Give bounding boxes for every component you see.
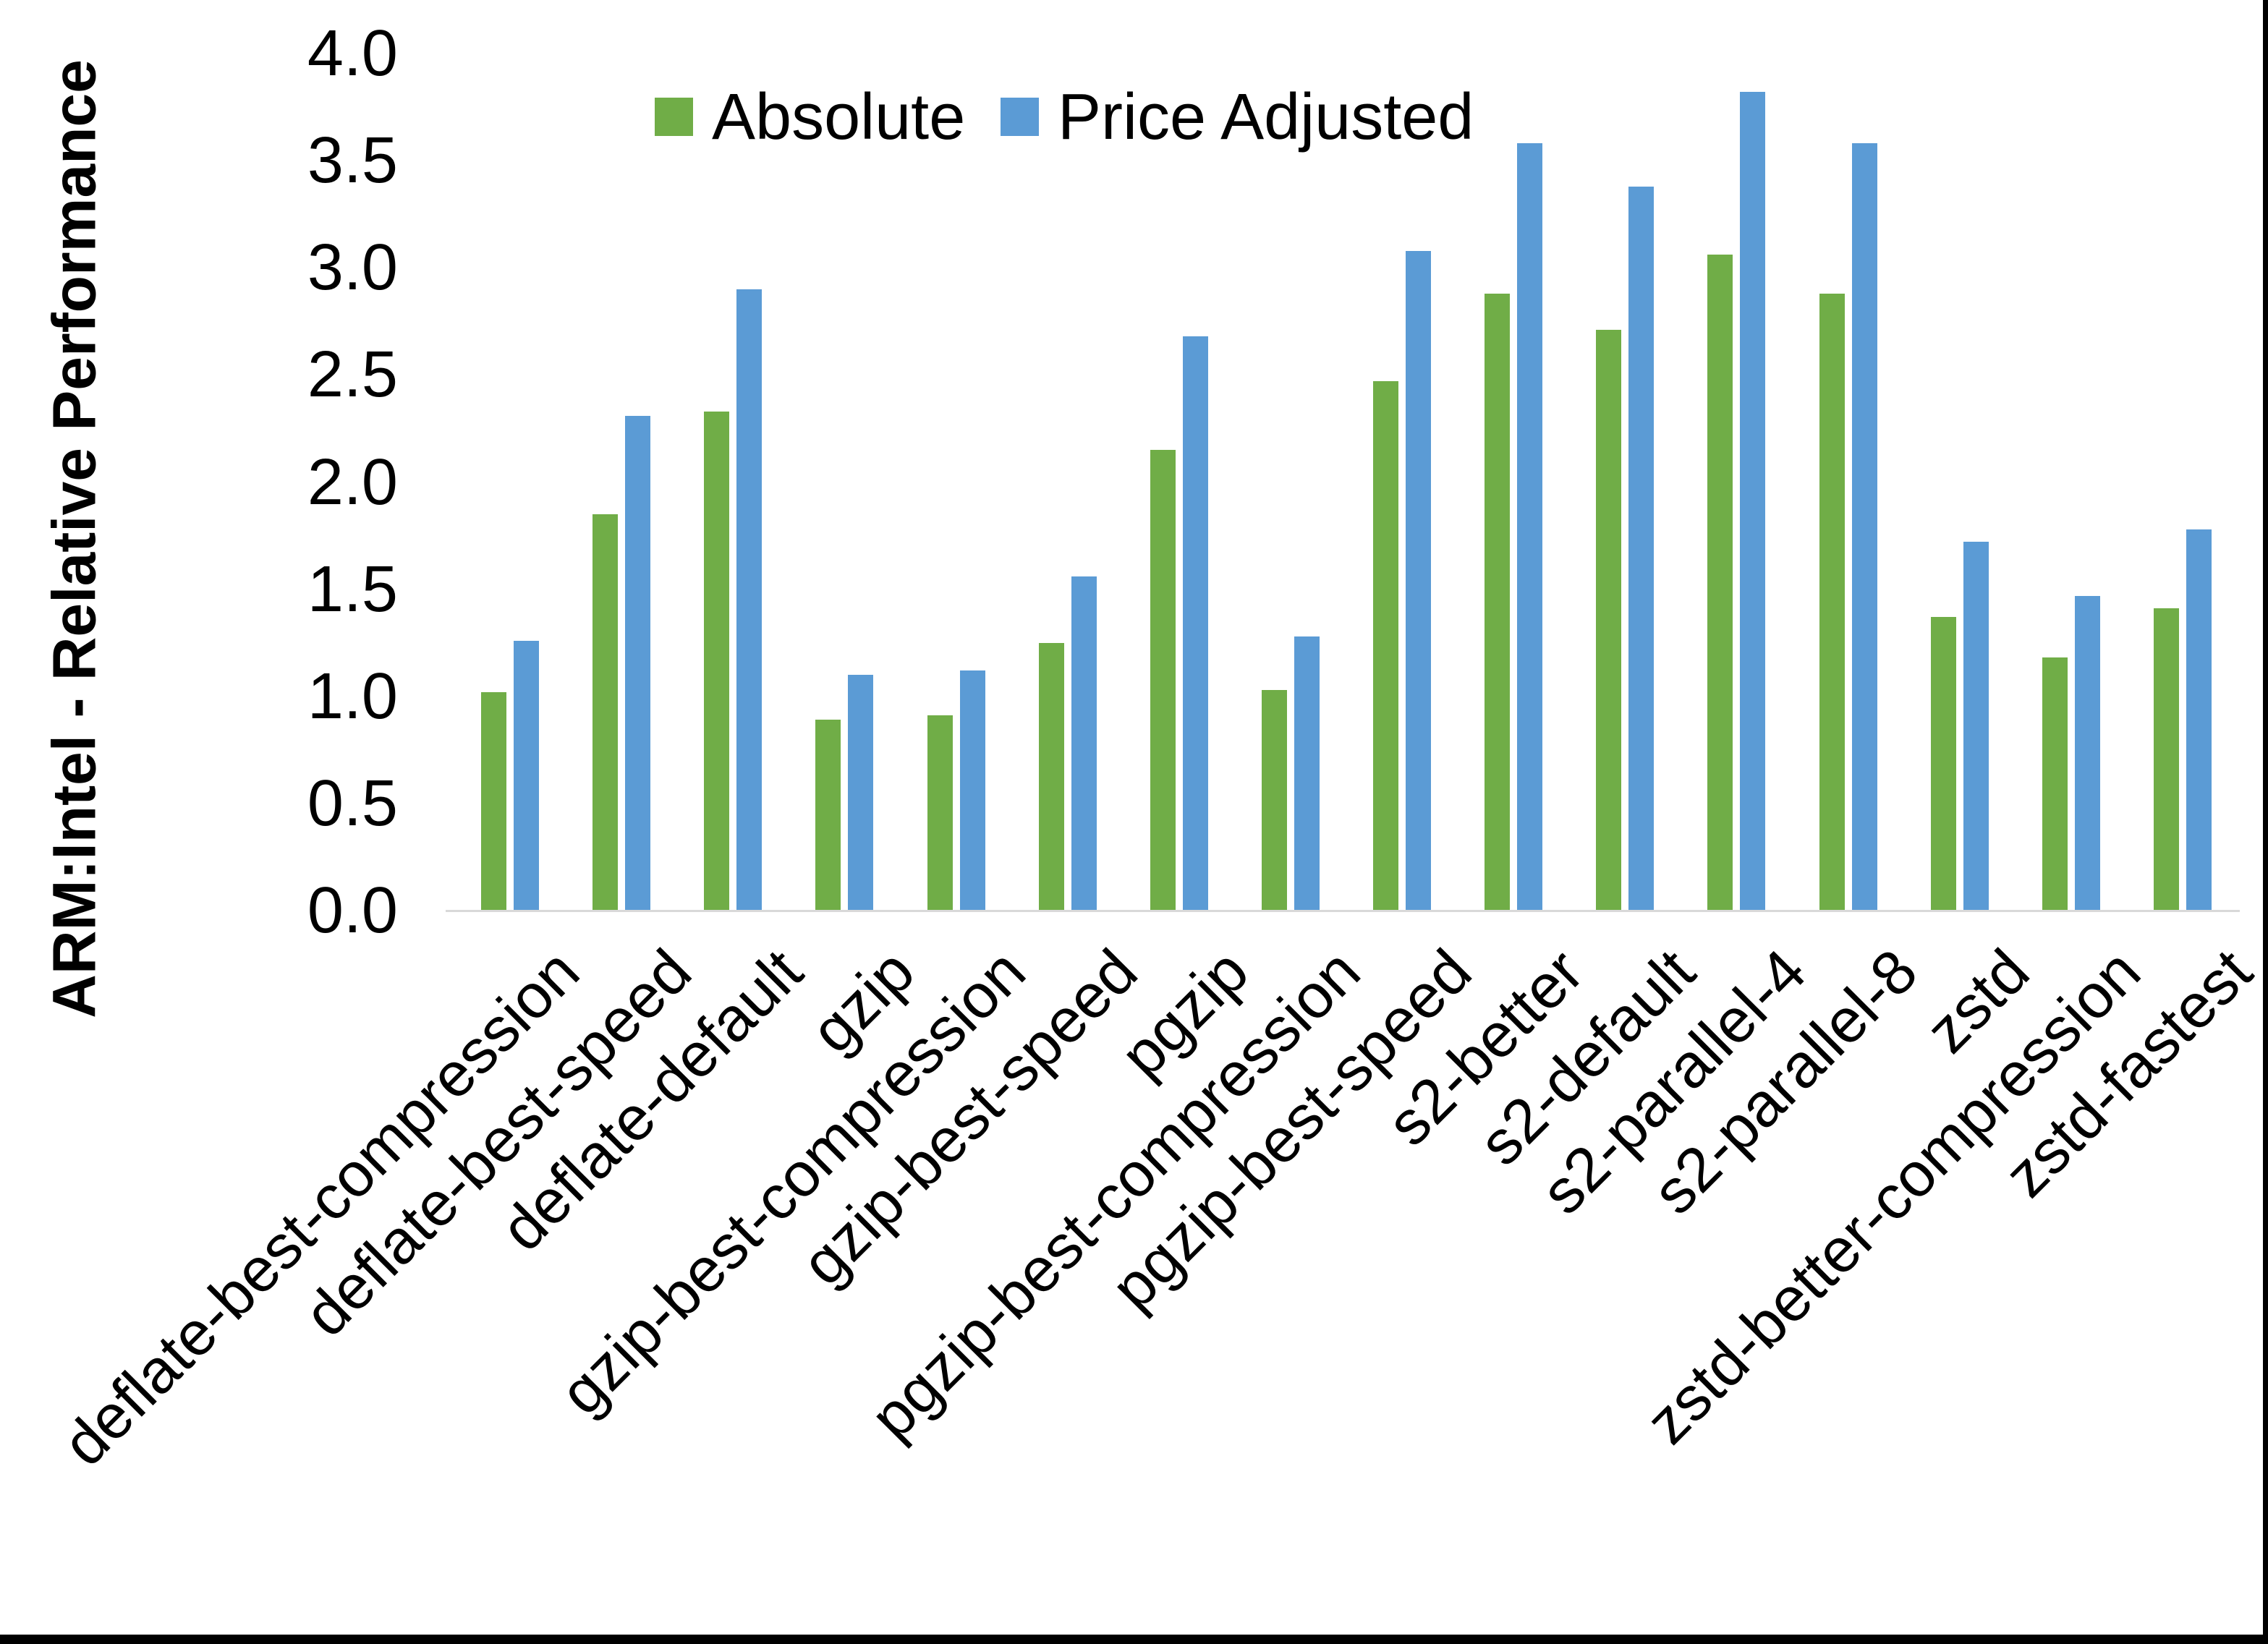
bar-group-s2-better (1458, 54, 1569, 911)
y-tick-label-4.0: 4.0 (307, 17, 398, 90)
screenshot-right-border (2263, 0, 2268, 1644)
bar-absolute-zstd (1930, 617, 1956, 911)
bar-absolute-pgzip-best-speed (1373, 381, 1399, 911)
bar-absolute-deflate-default (704, 411, 730, 911)
y-tick-label-3.0: 3.0 (307, 231, 398, 304)
bar-price-adjusted-zstd (1963, 542, 1989, 911)
bar-price-adjusted-s2-default (1628, 186, 1655, 911)
bar-group-zstd-better-compression (2016, 54, 2127, 911)
bar-price-adjusted-zstd-better-compression (2074, 595, 2100, 911)
legend-item-price-adjusted: Price Adjusted (1001, 85, 1474, 150)
bar-absolute-pgzip (1150, 450, 1176, 911)
bar-group-gzip (789, 54, 900, 911)
bar-group-zstd-fastest (2127, 54, 2238, 911)
bar-absolute-deflate-best-compression (481, 691, 507, 911)
y-tick-label-2.0: 2.0 (307, 446, 398, 519)
bar-price-adjusted-gzip-best-compression (959, 670, 985, 911)
y-axis-title: ARM:Intel - Relative Performance (40, 59, 109, 1018)
bar-group-s2-default (1569, 54, 1681, 911)
bar-group-deflate-best-speed (566, 54, 677, 911)
bar-group-gzip-best-speed (1012, 54, 1124, 911)
legend-label-price-adjusted: Price Adjusted (1058, 80, 1474, 153)
bar-group-deflate-best-compression (454, 54, 566, 911)
bar-absolute-pgzip-best-compression (1261, 689, 1287, 911)
bar-price-adjusted-s2-parallel-4 (1740, 92, 1766, 911)
bar-price-adjusted-deflate-best-compression (514, 640, 540, 911)
bar-price-adjusted-pgzip-best-speed (1406, 250, 1432, 911)
y-tick-label-2.5: 2.5 (307, 338, 398, 412)
bar-absolute-zstd-better-compression (2042, 657, 2068, 911)
bar-group-s2-parallel-4 (1681, 54, 1792, 911)
bar-price-adjusted-s2-parallel-8 (1851, 143, 1877, 911)
y-tick-label-3.5: 3.5 (307, 124, 398, 197)
y-tick-label-1.5: 1.5 (307, 553, 398, 626)
legend-swatch-price-adjusted (1001, 98, 1039, 136)
legend-label-absolute: Absolute (712, 80, 966, 153)
bar-group-s2-parallel-8 (1793, 54, 1904, 911)
bar-price-adjusted-gzip-best-speed (1071, 576, 1097, 911)
bar-group-deflate-default (677, 54, 789, 911)
screenshot-bottom-border (0, 1635, 2268, 1644)
y-tick-label-0.0: 0.0 (307, 874, 398, 947)
bar-price-adjusted-zstd-fastest (2186, 529, 2212, 911)
bar-absolute-gzip-best-speed (1038, 642, 1064, 911)
bar-group-pgzip-best-speed (1346, 54, 1458, 911)
bar-price-adjusted-pgzip (1182, 336, 1208, 911)
legend-item-absolute: Absolute (655, 85, 965, 150)
bar-price-adjusted-gzip (848, 675, 874, 911)
bar-absolute-zstd-fastest (2153, 608, 2179, 911)
bar-absolute-s2-better (1485, 293, 1511, 911)
bar-absolute-deflate-best-speed (593, 514, 619, 911)
bar-absolute-s2-default (1596, 330, 1622, 911)
bar-price-adjusted-s2-better (1517, 143, 1543, 911)
y-tick-label-1.0: 1.0 (307, 660, 398, 733)
plot-area (454, 54, 2238, 911)
bar-absolute-gzip-best-compression (927, 715, 953, 911)
bar-price-adjusted-pgzip-best-compression (1294, 636, 1320, 911)
bar-price-adjusted-deflate-best-speed (625, 415, 651, 911)
bar-group-gzip-best-compression (901, 54, 1012, 911)
bar-absolute-s2-parallel-4 (1707, 255, 1733, 911)
bar-group-pgzip (1124, 54, 1235, 911)
bar-price-adjusted-deflate-default (736, 289, 763, 911)
bar-absolute-s2-parallel-8 (1819, 293, 1845, 911)
x-axis-line (446, 910, 2240, 912)
bar-group-zstd (1904, 54, 2016, 911)
bar-group-pgzip-best-compression (1235, 54, 1346, 911)
legend-swatch-absolute (655, 98, 693, 136)
bar-absolute-gzip (815, 720, 841, 911)
y-tick-label-0.5: 0.5 (307, 767, 398, 840)
